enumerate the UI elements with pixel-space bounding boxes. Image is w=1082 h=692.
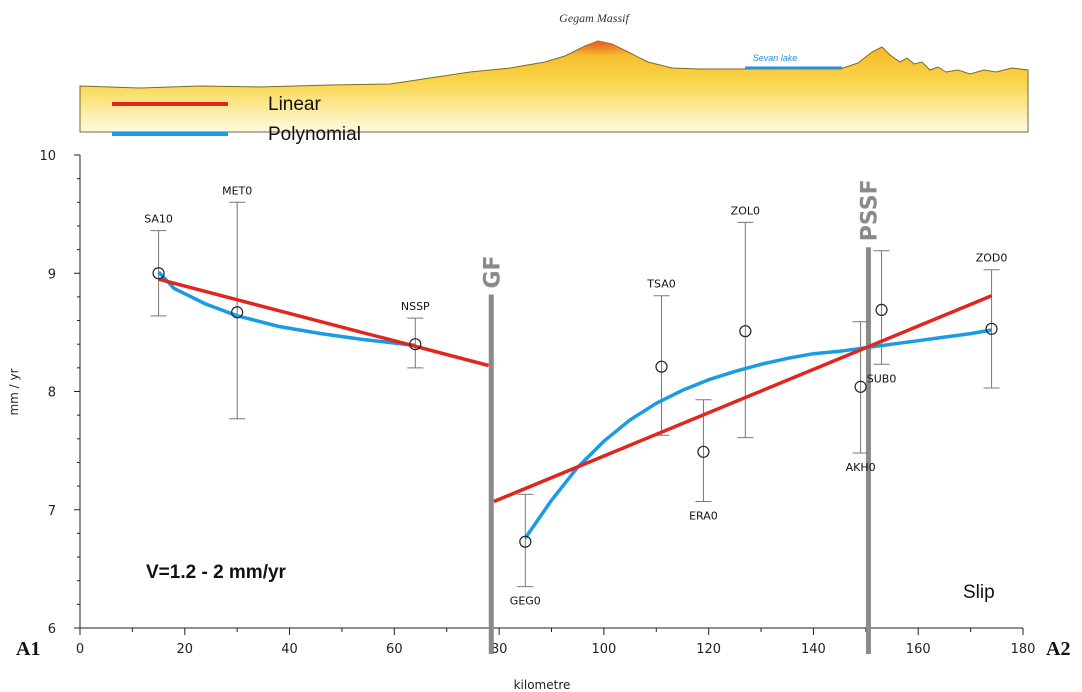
station-label: GEG0 <box>510 595 541 608</box>
fault-lines: GF PSSF <box>480 179 882 654</box>
station-points <box>152 267 998 548</box>
profile-start-label: A1 <box>16 638 40 660</box>
station-point <box>875 303 888 317</box>
slip-annotation: Slip <box>963 582 995 603</box>
station-point <box>655 360 668 373</box>
x-tick-label: 140 <box>801 642 826 657</box>
station-label: TSA0 <box>646 278 675 291</box>
x-tick-label: 180 <box>1011 642 1036 657</box>
station-point <box>739 325 752 338</box>
station-label: SUB0 <box>867 372 897 385</box>
station-point <box>519 535 532 548</box>
station-label: SA10 <box>144 213 173 226</box>
fault-label-pssf: PSSF <box>857 179 882 241</box>
station-label: ZOL0 <box>731 204 760 217</box>
legend: Linear Polynomial <box>112 94 361 145</box>
linear-fit-line <box>158 277 490 368</box>
fit-lines <box>157 270 993 540</box>
station-label: NSSP <box>401 300 430 313</box>
massif-peak <box>560 41 636 58</box>
x-ticks: 0 20 40 60 80 100 120 140 160 180 <box>76 628 1036 657</box>
fault-label-gf: GF <box>480 255 505 288</box>
station-point <box>985 322 998 335</box>
x-tick-label: 100 <box>591 642 616 657</box>
station-labels: SA10 MET0 NSSP GEG0 TSA0 ERA0 ZOL0 AKH0 SUB0 ZOD0 <box>144 184 1007 607</box>
station-point <box>231 306 244 319</box>
polynomial-fit-line <box>523 328 992 540</box>
y-tick-label: 10 <box>39 149 56 164</box>
massif-label: Gegam Massif <box>559 11 630 25</box>
x-tick-label: 20 <box>177 642 194 657</box>
legend-label-linear: Linear <box>268 94 321 115</box>
y-tick-label: 6 <box>48 622 56 637</box>
x-tick-label: 120 <box>696 642 721 657</box>
x-tick-label: 0 <box>76 642 84 657</box>
x-tick-label: 80 <box>491 642 508 657</box>
profile-end-label: A2 <box>1046 638 1070 660</box>
linear-fit-line <box>493 294 993 504</box>
station-label: ZOD0 <box>976 252 1008 265</box>
y-ticks: 6 7 8 9 10 <box>39 149 80 637</box>
terrain-area <box>79 40 1029 133</box>
station-point <box>854 380 867 393</box>
x-tick-label: 160 <box>906 642 931 657</box>
y-tick-label: 7 <box>48 504 56 519</box>
station-label: AKH0 <box>846 461 876 474</box>
polynomial-fit-line <box>157 270 416 348</box>
lake-label: Sevan lake <box>753 53 798 63</box>
x-tick-label: 40 <box>281 642 298 657</box>
y-tick-label: 8 <box>48 386 56 401</box>
velocity-annotation: V=1.2 - 2 mm/yr <box>146 562 287 583</box>
topographic-profile: Gegam Massif Sevan lake <box>79 11 1029 133</box>
error-bars <box>150 201 1000 588</box>
x-tick-label: 60 <box>386 642 403 657</box>
station-point <box>409 338 422 351</box>
x-axis-label: kilometre <box>514 678 571 692</box>
station-point <box>152 267 165 280</box>
station-label: MET0 <box>222 184 252 197</box>
y-axis-label: mm / yr <box>7 368 21 415</box>
legend-label-polynomial: Polynomial <box>268 124 361 145</box>
y-tick-label: 9 <box>48 267 56 282</box>
station-point <box>697 445 710 458</box>
station-label: ERA0 <box>689 509 718 522</box>
